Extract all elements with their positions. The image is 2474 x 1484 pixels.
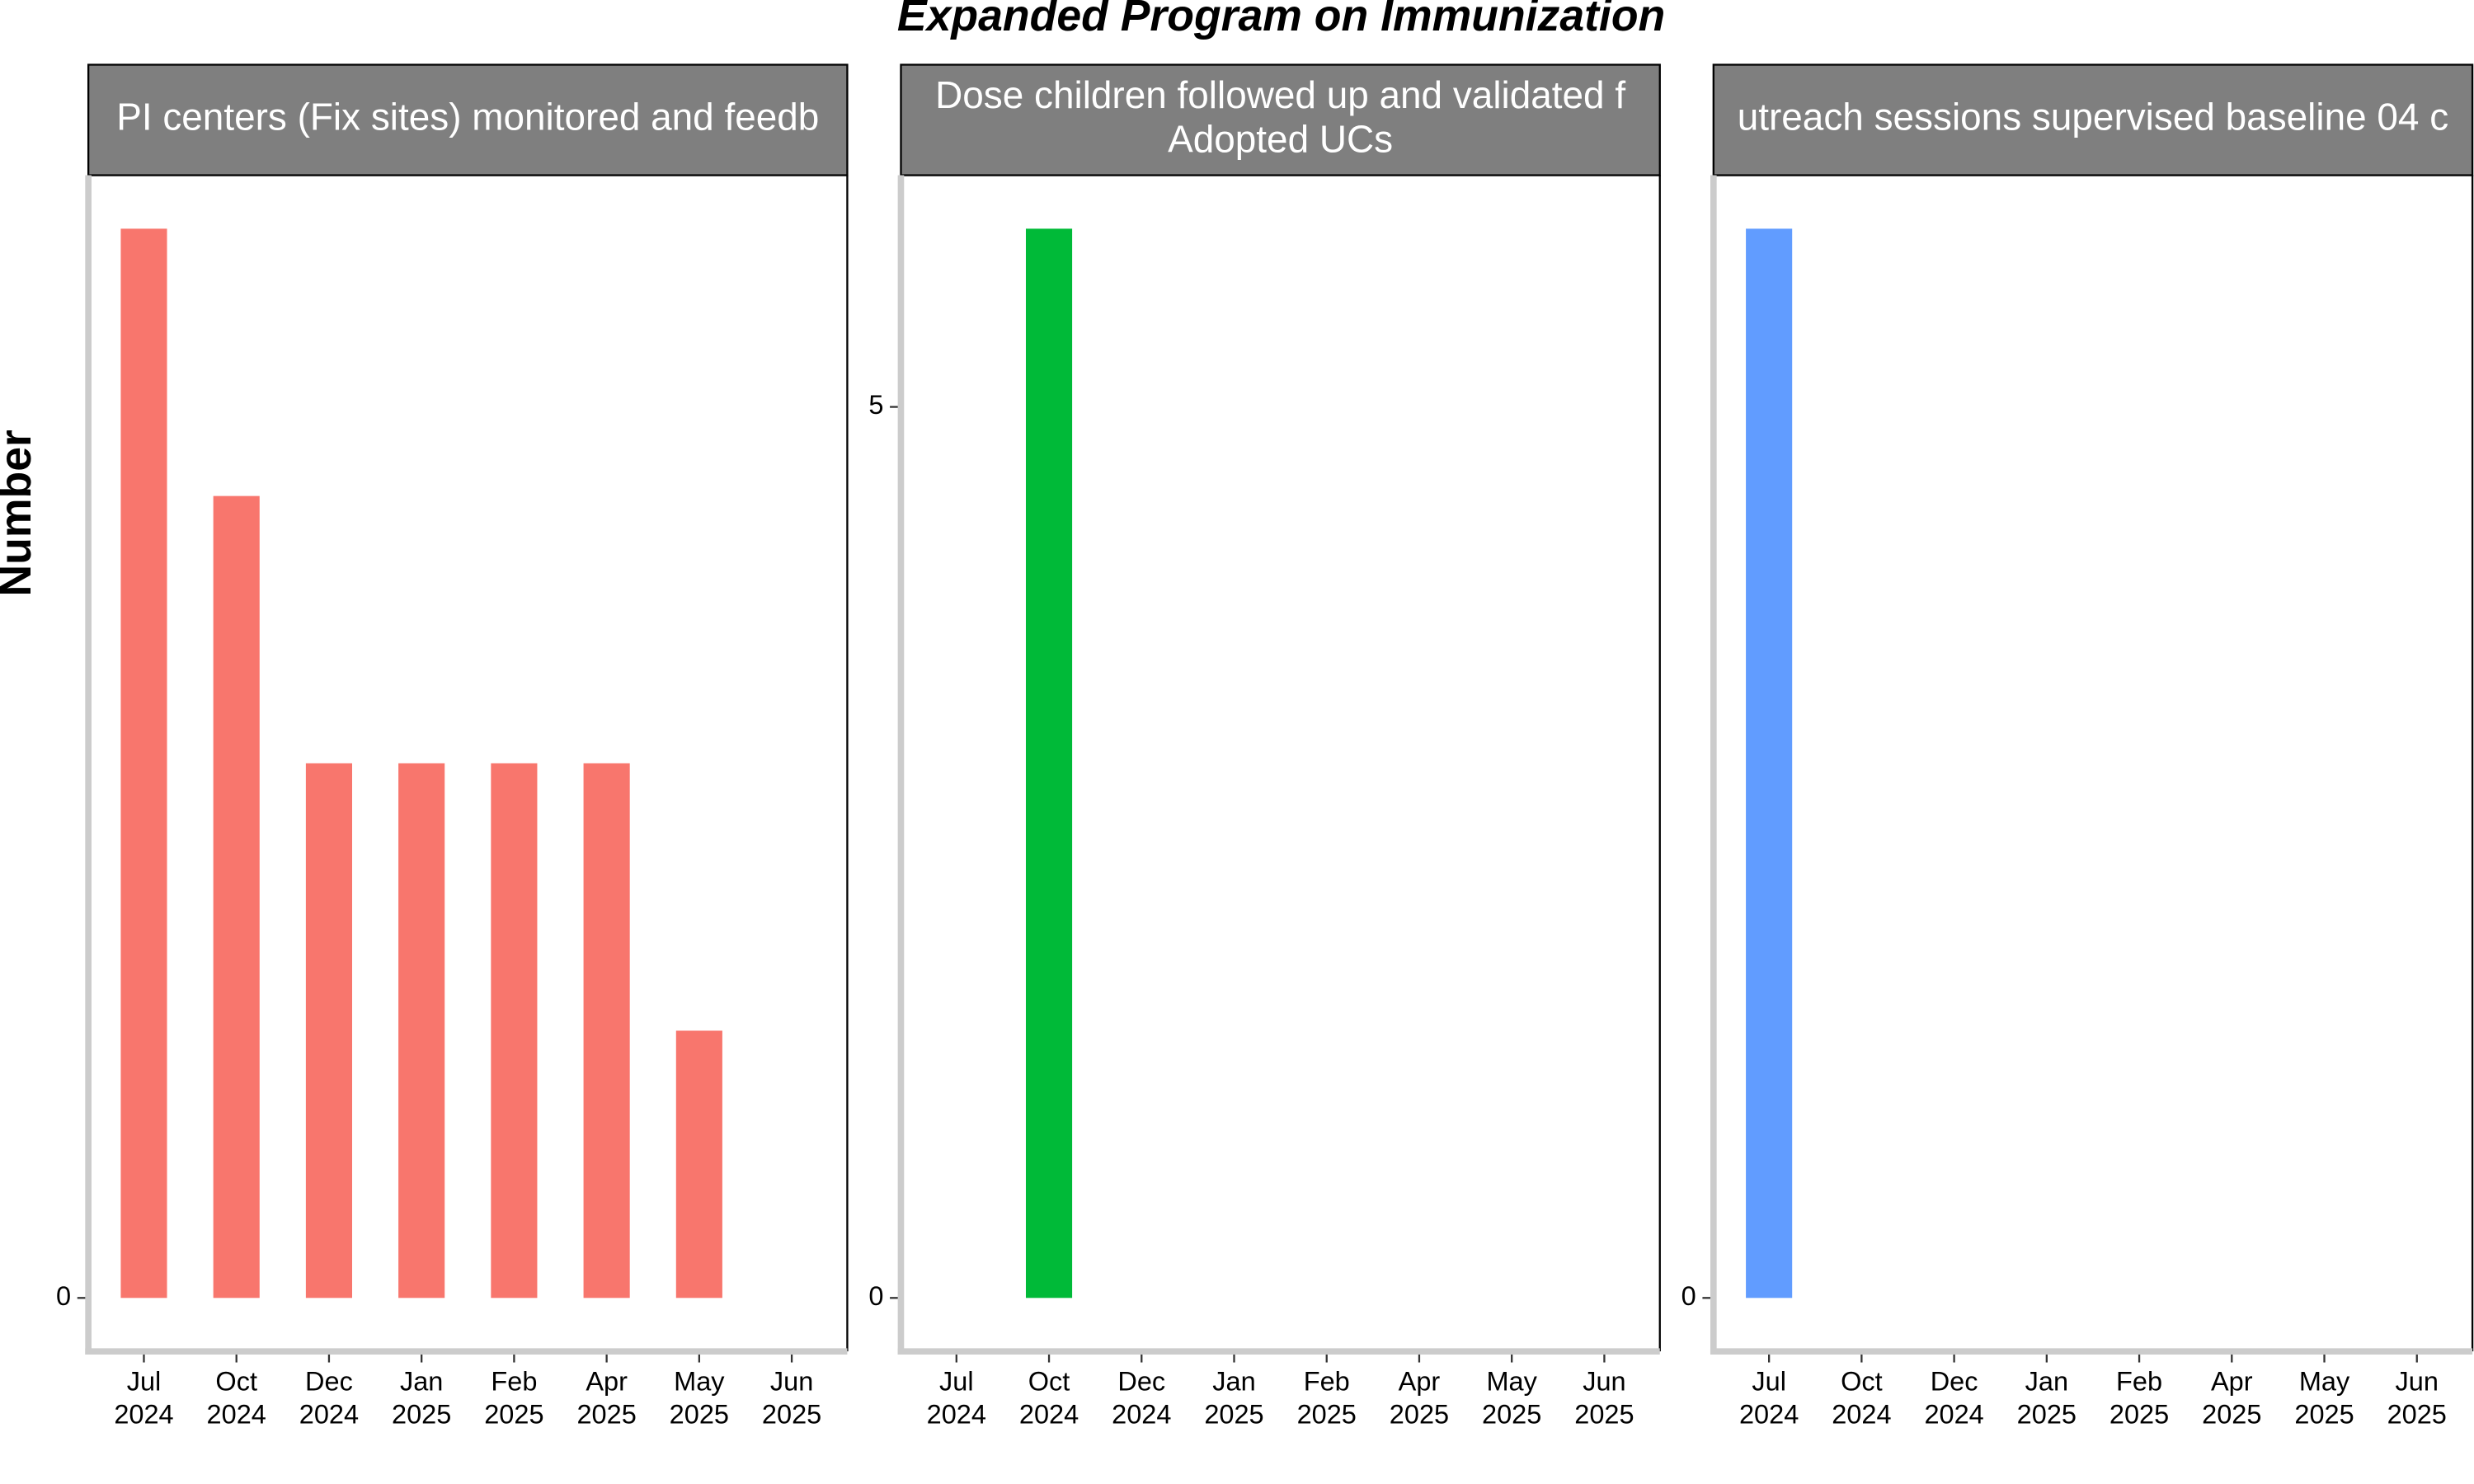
x-tick-label: Feb 2025 <box>484 1366 543 1429</box>
bar <box>675 1031 722 1298</box>
bar <box>1025 228 1073 1298</box>
x-tick-label: Apr 2025 <box>2202 1366 2261 1429</box>
strip-title: Adopted UCs <box>1168 117 1393 160</box>
x-tick-label: Feb 2025 <box>2109 1366 2169 1429</box>
x-tick-label: Feb 2025 <box>1297 1366 1357 1429</box>
x-tick-label: Oct 2024 <box>207 1366 266 1429</box>
x-tick-label: Dec 2024 <box>1112 1366 1171 1429</box>
y-tick-label: 0 <box>56 1281 71 1311</box>
x-tick-label: Jun 2025 <box>2387 1366 2447 1429</box>
x-tick-label: Jul 2024 <box>1739 1366 1799 1429</box>
chart-title: Expanded Program on Immunization <box>897 0 1665 40</box>
x-tick-label: Jul 2024 <box>114 1366 173 1429</box>
x-tick-label: Oct 2024 <box>1019 1366 1079 1429</box>
strip-title: Dose children followed up and validated … <box>935 73 1625 116</box>
strip <box>900 63 1661 176</box>
x-tick-label: Apr 2025 <box>576 1366 636 1429</box>
strip <box>1712 63 2474 176</box>
strip-title: utreach sessions supervised baseline 04 … <box>1738 96 2448 139</box>
x-tick-label: Apr 2025 <box>1390 1366 1449 1429</box>
bar <box>491 763 538 1298</box>
panel: Dose children followed up and validated … <box>868 63 1661 1429</box>
bar <box>583 763 630 1298</box>
bar <box>120 228 167 1298</box>
x-tick-label: Jan 2025 <box>1204 1366 1263 1429</box>
bar <box>398 763 445 1298</box>
panel: PI centers (Fix sites) monitored and fee… <box>56 63 849 1429</box>
x-tick-label: Dec 2024 <box>1924 1366 1983 1429</box>
x-tick-label: May 2025 <box>1482 1366 1541 1429</box>
bar <box>1746 228 1793 1298</box>
y-tick-label: 5 <box>868 390 883 420</box>
strip-title: PI centers (Fix sites) monitored and fee… <box>116 96 819 139</box>
x-tick-label: May 2025 <box>2294 1366 2354 1429</box>
panel: utreach sessions supervised baseline 04 … <box>1681 63 2474 1429</box>
x-tick-label: Jan 2025 <box>392 1366 451 1429</box>
x-tick-label: Jul 2024 <box>927 1366 986 1429</box>
strip <box>87 63 849 176</box>
bar <box>213 495 260 1298</box>
x-tick-label: Dec 2024 <box>299 1366 359 1429</box>
x-tick-label: Jan 2025 <box>2017 1366 2077 1429</box>
x-tick-label: Oct 2024 <box>1832 1366 1891 1429</box>
x-tick-label: May 2025 <box>670 1366 729 1429</box>
y-tick-label: 0 <box>868 1281 883 1311</box>
y-tick-label: 0 <box>1681 1281 1696 1311</box>
x-tick-label: Jun 2025 <box>762 1366 821 1429</box>
x-tick-label: Jun 2025 <box>1574 1366 1634 1429</box>
y-axis-label: Number <box>0 430 40 597</box>
bar <box>305 763 352 1298</box>
